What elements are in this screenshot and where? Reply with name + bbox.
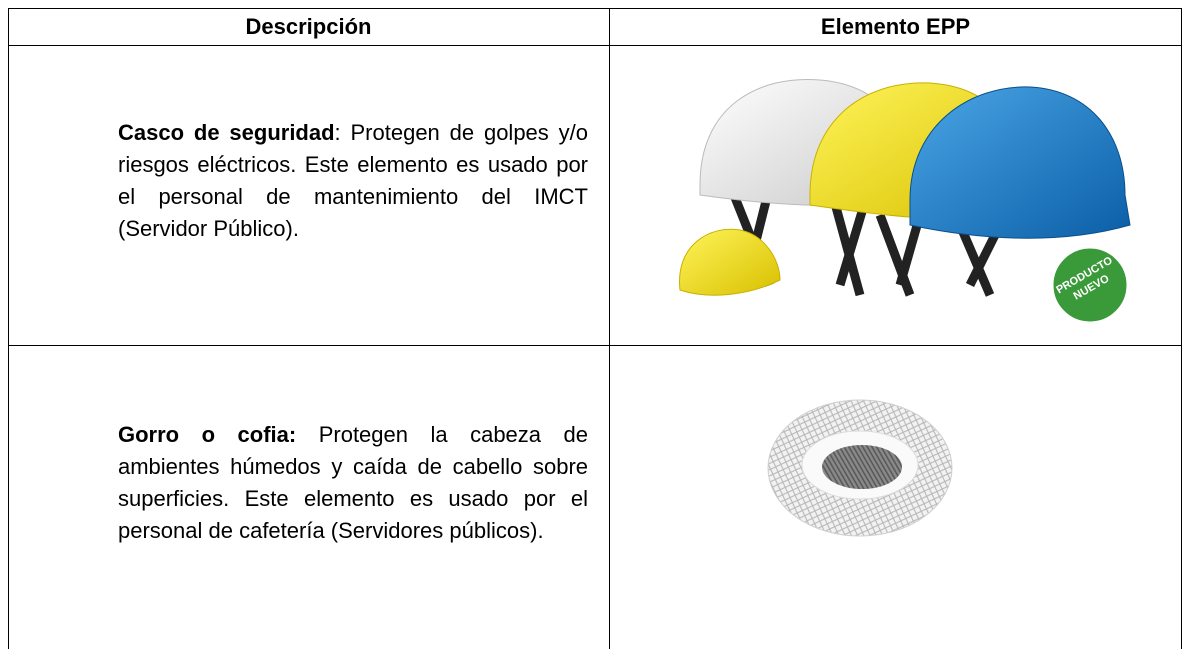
description: Gorro o cofia: Protegen la cabeza de amb… [118,419,588,547]
border [8,345,1182,346]
header-cell: Elemento EPP [820,14,971,39]
term: Gorro o cofia: [118,422,297,447]
border [8,45,1182,46]
border [8,8,9,649]
text: : Protegen de golpes y/o riesgos eléctri… [118,120,588,241]
border [8,8,1182,9]
term: Casco de seguridad [118,120,335,145]
border [609,8,610,649]
helmets-image: PRODUCTO NUEVO [679,78,1131,325]
text: Protegen la cabeza de ambientes húmedos … [118,422,588,543]
header-cell: Descripción [245,14,372,39]
border [1181,8,1182,649]
description: Casco de seguridad: Protegen de golpes y… [118,117,588,245]
hairnet-image [767,399,953,537]
